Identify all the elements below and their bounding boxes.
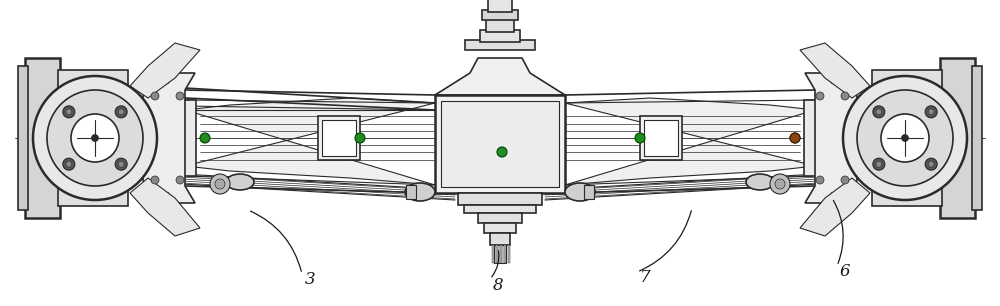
Bar [25, 58, 60, 218]
Bar [465, 40, 535, 50]
Bar [406, 185, 416, 199]
Circle shape [210, 174, 230, 194]
Circle shape [925, 158, 937, 170]
Circle shape [873, 158, 885, 170]
Circle shape [92, 135, 99, 141]
Circle shape [790, 133, 800, 143]
Text: 6: 6 [840, 263, 850, 281]
Bar [644, 120, 678, 156]
Circle shape [770, 174, 790, 194]
Circle shape [66, 161, 72, 167]
Bar [492, 245, 494, 263]
Bar [508, 245, 510, 263]
Circle shape [115, 158, 127, 170]
Bar [441, 101, 559, 187]
Circle shape [876, 161, 882, 167]
Bar [496, 245, 498, 263]
Circle shape [925, 106, 937, 118]
Text: 7: 7 [640, 270, 650, 286]
Bar [488, 0, 512, 12]
Bar [458, 193, 542, 205]
Circle shape [63, 158, 75, 170]
Circle shape [841, 92, 849, 100]
Circle shape [928, 161, 934, 167]
Ellipse shape [226, 174, 254, 190]
Bar [494, 245, 506, 263]
Ellipse shape [405, 183, 435, 201]
Polygon shape [185, 98, 435, 185]
Bar [504, 245, 506, 263]
Circle shape [200, 133, 210, 143]
Bar [178, 100, 196, 176]
Circle shape [71, 114, 119, 162]
Circle shape [873, 106, 885, 118]
Bar [972, 66, 982, 210]
Circle shape [47, 90, 143, 186]
Polygon shape [435, 58, 565, 95]
Circle shape [928, 109, 934, 115]
Circle shape [841, 176, 849, 184]
Bar [168, 106, 180, 170]
Circle shape [775, 179, 785, 189]
Bar [322, 120, 356, 156]
Bar [18, 66, 28, 210]
Circle shape [151, 92, 159, 100]
Bar [484, 223, 516, 233]
Bar [478, 213, 522, 223]
Polygon shape [805, 73, 860, 203]
Circle shape [176, 176, 184, 184]
Bar [640, 116, 682, 160]
Circle shape [843, 76, 967, 200]
Circle shape [66, 109, 72, 115]
Bar [804, 100, 822, 176]
Circle shape [816, 92, 824, 100]
Bar [482, 10, 518, 20]
Circle shape [497, 147, 507, 157]
Circle shape [118, 161, 124, 167]
Circle shape [857, 90, 953, 186]
Bar [435, 95, 565, 193]
Circle shape [176, 92, 184, 100]
Text: 8: 8 [493, 277, 503, 293]
Polygon shape [140, 73, 195, 203]
Bar [318, 116, 360, 160]
Polygon shape [565, 98, 815, 185]
Circle shape [816, 176, 824, 184]
Text: 3: 3 [305, 271, 315, 289]
Circle shape [355, 133, 365, 143]
Circle shape [790, 133, 800, 143]
Bar [820, 106, 832, 170]
Polygon shape [130, 178, 200, 236]
Bar [584, 185, 594, 199]
Bar [480, 30, 520, 42]
Circle shape [881, 114, 929, 162]
Polygon shape [800, 178, 870, 236]
Polygon shape [130, 43, 200, 98]
Polygon shape [800, 43, 870, 98]
Bar [464, 205, 536, 213]
Circle shape [115, 106, 127, 118]
Circle shape [33, 76, 157, 200]
Circle shape [151, 176, 159, 184]
Ellipse shape [565, 183, 595, 201]
Circle shape [63, 106, 75, 118]
Bar [940, 58, 975, 218]
Circle shape [876, 109, 882, 115]
Circle shape [215, 179, 225, 189]
Bar [58, 70, 128, 206]
Bar [872, 70, 942, 206]
Circle shape [118, 109, 124, 115]
Circle shape [635, 133, 645, 143]
Circle shape [901, 135, 908, 141]
Bar [486, 18, 514, 32]
Ellipse shape [746, 174, 774, 190]
Bar [490, 233, 510, 245]
Bar [500, 245, 502, 263]
